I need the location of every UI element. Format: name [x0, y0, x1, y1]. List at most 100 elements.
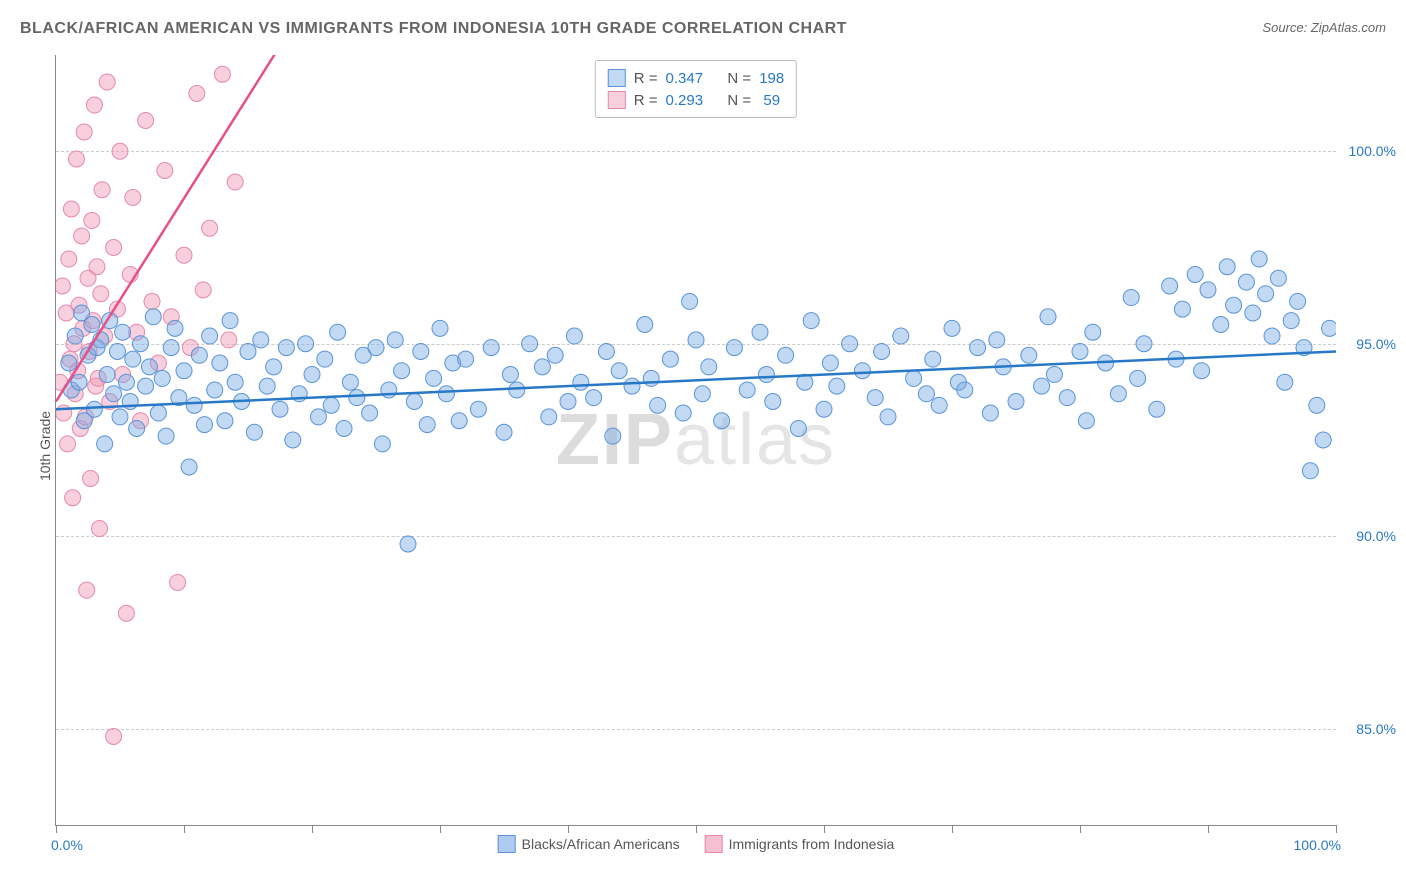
scatter-point	[227, 374, 243, 390]
scatter-point	[207, 382, 223, 398]
scatter-point	[1302, 463, 1318, 479]
scatter-point	[310, 409, 326, 425]
scatter-point	[496, 424, 512, 440]
x-tick	[1208, 825, 1209, 833]
scatter-point	[259, 378, 275, 394]
scatter-point	[675, 405, 691, 421]
scatter-point	[56, 278, 70, 294]
scatter-point	[1136, 336, 1152, 352]
scatter-point	[342, 374, 358, 390]
scatter-point	[662, 351, 678, 367]
scatter-point	[522, 336, 538, 352]
scatter-point	[1059, 390, 1075, 406]
stats-row: R = 0.293 N = 59	[608, 89, 784, 111]
scatter-point	[566, 328, 582, 344]
scatter-point	[217, 413, 233, 429]
scatter-point	[214, 66, 230, 82]
scatter-point	[253, 332, 269, 348]
scatter-point	[202, 328, 218, 344]
scatter-point	[1174, 301, 1190, 317]
y-tick-label: 95.0%	[1341, 336, 1396, 352]
scatter-point	[413, 343, 429, 359]
stats-row: R = 0.347 N = 198	[608, 67, 784, 89]
scatter-point	[202, 220, 218, 236]
scatter-point	[880, 409, 896, 425]
scatter-point	[1085, 324, 1101, 340]
scatter-point	[1251, 251, 1267, 267]
y-tick-label: 100.0%	[1341, 143, 1396, 159]
scatter-point	[68, 151, 84, 167]
scatter-point	[89, 259, 105, 275]
scatter-point	[765, 394, 781, 410]
scatter-point	[1194, 363, 1210, 379]
scatter-point	[112, 409, 128, 425]
scatter-point	[330, 324, 346, 340]
scatter-point	[368, 340, 384, 356]
scatter-point	[605, 428, 621, 444]
scatter-point	[150, 405, 166, 421]
scatter-point	[643, 370, 659, 386]
scatter-point	[227, 174, 243, 190]
scatter-point	[112, 143, 128, 159]
scatter-point	[893, 328, 909, 344]
scatter-point	[304, 367, 320, 383]
scatter-point	[1219, 259, 1235, 275]
scatter-point	[118, 605, 134, 621]
scatter-plot-svg	[56, 55, 1336, 825]
scatter-point	[701, 359, 717, 375]
scatter-point	[86, 401, 102, 417]
scatter-point	[611, 363, 627, 379]
scatter-point	[196, 417, 212, 433]
scatter-point	[125, 351, 141, 367]
scatter-point	[317, 351, 333, 367]
scatter-point	[842, 336, 858, 352]
scatter-point	[906, 370, 922, 386]
scatter-point	[266, 359, 282, 375]
scatter-point	[406, 394, 422, 410]
scatter-point	[426, 370, 442, 386]
scatter-point	[816, 401, 832, 417]
scatter-point	[74, 228, 90, 244]
scatter-point	[349, 390, 365, 406]
scatter-point	[547, 347, 563, 363]
scatter-point	[586, 390, 602, 406]
scatter-point	[158, 428, 174, 444]
scatter-point	[138, 112, 154, 128]
scatter-point	[483, 340, 499, 356]
scatter-point	[970, 340, 986, 356]
x-tick	[696, 825, 697, 833]
scatter-point	[144, 293, 160, 309]
scatter-point	[1270, 270, 1286, 286]
scatter-point	[451, 413, 467, 429]
scatter-point	[141, 359, 157, 375]
legend-item: Blacks/African Americans	[498, 835, 680, 853]
scatter-point	[560, 394, 576, 410]
x-tick	[440, 825, 441, 833]
scatter-point	[71, 374, 87, 390]
scatter-point	[1123, 290, 1139, 306]
scatter-point	[1277, 374, 1293, 390]
scatter-point	[438, 386, 454, 402]
scatter-point	[285, 432, 301, 448]
scatter-point	[1200, 282, 1216, 298]
scatter-point	[298, 336, 314, 352]
scatter-point	[76, 124, 92, 140]
scatter-point	[688, 332, 704, 348]
scatter-point	[83, 471, 99, 487]
scatter-point	[106, 386, 122, 402]
y-tick-label: 85.0%	[1341, 721, 1396, 737]
scatter-point	[97, 436, 113, 452]
scatter-point	[509, 382, 525, 398]
scatter-point	[982, 405, 998, 421]
x-tick	[952, 825, 953, 833]
scatter-point	[400, 536, 416, 552]
scatter-point	[1213, 317, 1229, 333]
legend-swatch	[608, 91, 626, 109]
legend-item: Immigrants from Indonesia	[705, 835, 895, 853]
scatter-point	[534, 359, 550, 375]
scatter-point	[822, 355, 838, 371]
scatter-point	[758, 367, 774, 383]
scatter-point	[1264, 328, 1280, 344]
scatter-point	[60, 436, 76, 452]
scatter-point	[1046, 367, 1062, 383]
